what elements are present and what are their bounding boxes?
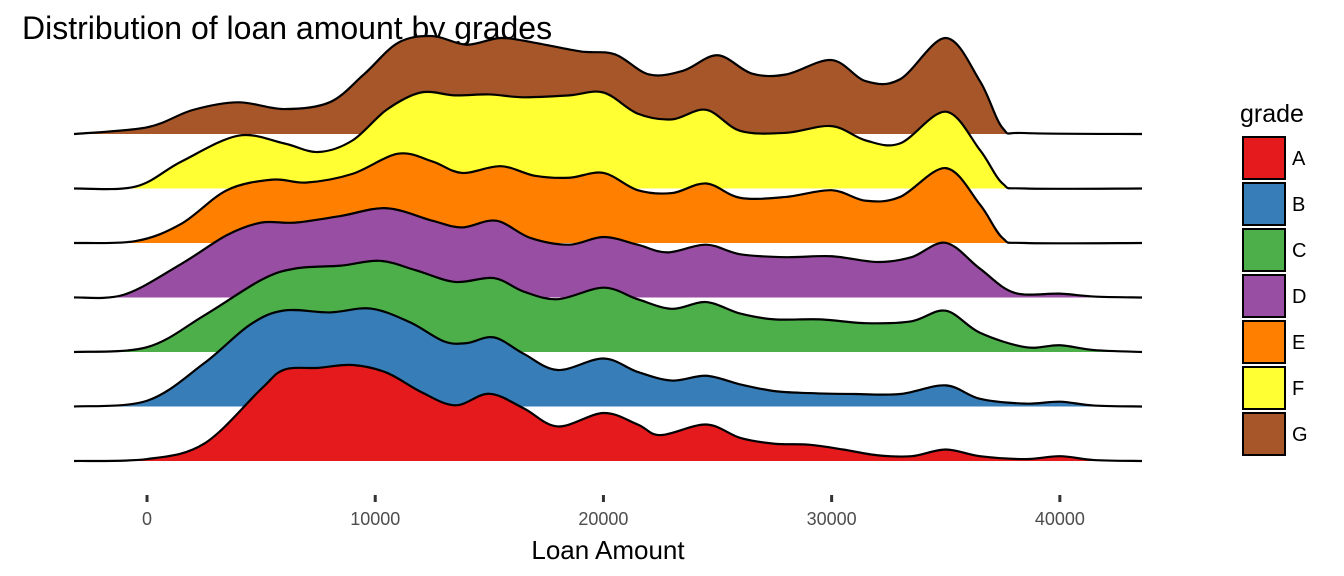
legend-label-g: G [1292,424,1308,446]
ridge-outline-a [73,363,1143,463]
legend-title: grade [1240,100,1304,128]
ridge-outline-e [73,152,1143,245]
ridge-fill-g [74,36,1142,134]
ridge-outline-d [73,207,1143,300]
legend-label-e: E [1292,332,1305,354]
ridge-a [73,363,1143,463]
legend-key-b [1242,182,1286,226]
legend-label-f: F [1292,378,1304,400]
chart-title: Distribution of loan amount by grades [22,10,553,46]
ridge-fill-a [74,364,1142,462]
legend-key-c [1242,228,1286,272]
legend-key-f [1242,366,1286,410]
ridge-outline-g [73,34,1143,136]
ridges-group [73,34,1143,463]
x-axis-title: Loan Amount [531,535,685,565]
legend-key-a [1242,136,1286,180]
x-tick-label: 30000 [807,509,857,529]
x-axis: 0 10000 20000 30000 40000 [142,495,1085,529]
x-tick-label: 20000 [578,509,628,529]
ridge-g [73,34,1143,136]
legend-key-e [1242,320,1286,364]
legend-key-g [1242,412,1286,456]
x-tick-label: 40000 [1035,509,1085,529]
ridge-fill-f [74,91,1142,190]
legend: grade A B C D E F G [1240,100,1308,456]
legend-label-b: B [1292,194,1305,216]
legend-label-d: D [1292,286,1306,308]
x-tick-label: 0 [142,509,152,529]
x-tick-label: 10000 [350,509,400,529]
ridge-outline-c [73,259,1143,354]
ridge-f [73,90,1143,191]
legend-key-d [1242,274,1286,318]
legend-label-a: A [1292,148,1306,170]
ridge-outline-f [73,90,1143,191]
ridge-outline-b [73,307,1143,408]
legend-label-c: C [1292,240,1306,262]
